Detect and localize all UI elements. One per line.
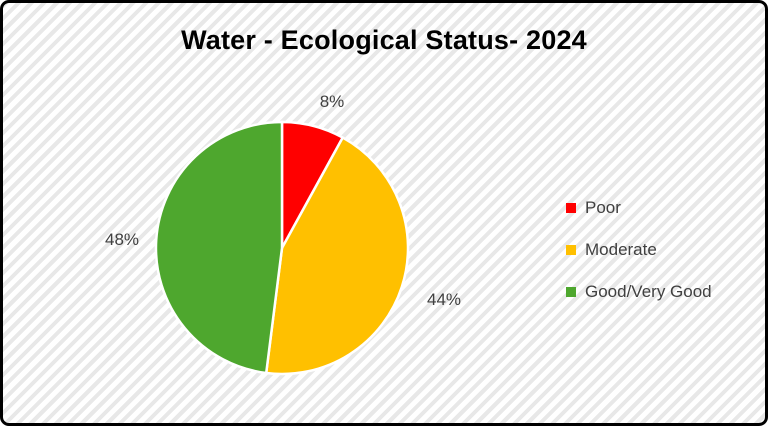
legend-swatch-poor-icon — [566, 203, 576, 213]
pie-chart-area — [153, 119, 411, 377]
chart-title: Water - Ecological Status- 2024 — [181, 25, 587, 55]
legend: Poor Moderate Good/Very Good — [566, 198, 712, 325]
data-label-good-very-good: 48% — [104, 230, 140, 249]
legend-swatch-moderate-icon — [566, 245, 576, 255]
pie-chart — [154, 120, 410, 376]
legend-item-good-very-good[interactable]: Good/Very Good — [566, 282, 712, 301]
legend-label-good-very-good: Good/Very Good — [585, 282, 712, 301]
data-label-moderate: 44% — [426, 290, 462, 309]
legend-item-poor[interactable]: Poor — [566, 198, 712, 217]
pie-slice-moderate[interactable] — [264, 136, 410, 376]
legend-label-poor: Poor — [585, 198, 621, 217]
pie-slice-good-very-good[interactable] — [154, 120, 284, 375]
legend-swatch-good-very-good-icon — [566, 287, 576, 297]
data-label-poor: 8% — [319, 92, 345, 111]
legend-label-moderate: Moderate — [585, 240, 657, 259]
legend-item-moderate[interactable]: Moderate — [566, 240, 712, 259]
